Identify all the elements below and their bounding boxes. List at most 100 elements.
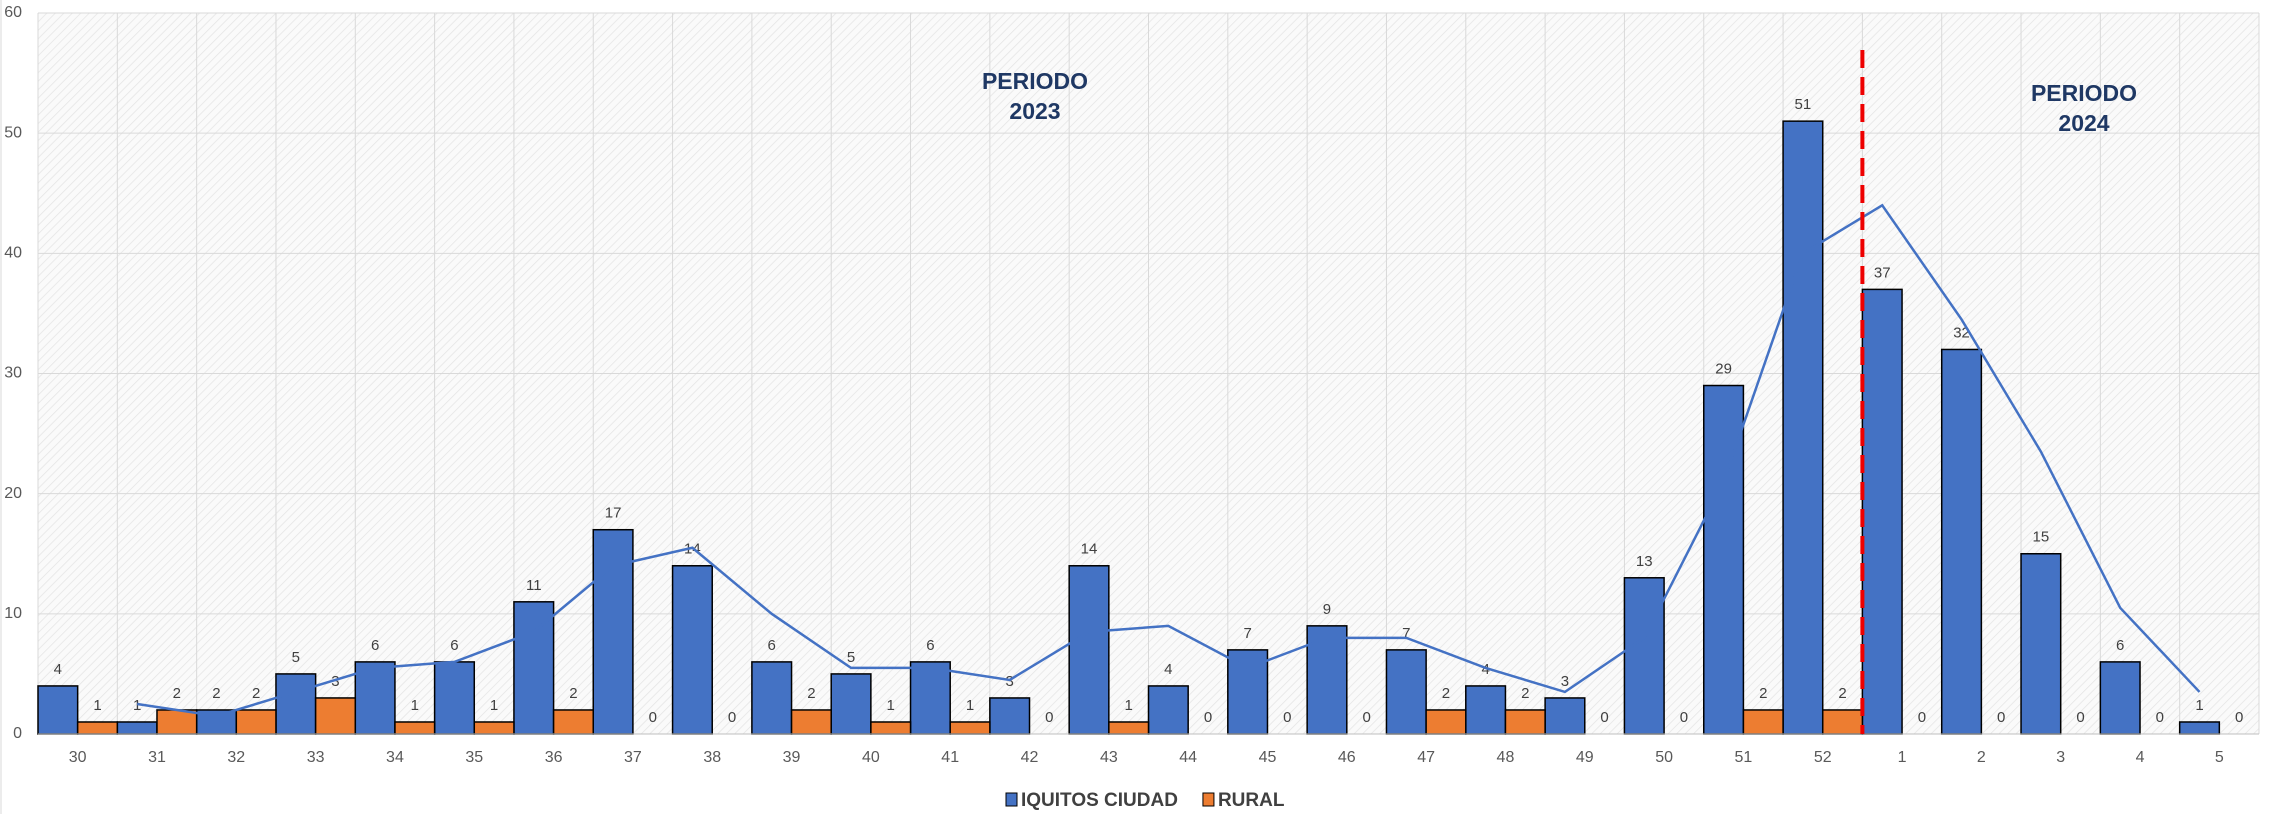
bar (989, 697, 1031, 735)
data-label: 5 (292, 649, 300, 666)
y-tick-label: 40 (4, 245, 22, 262)
data-label: 4 (1164, 661, 1172, 678)
bar (76, 721, 119, 735)
bar (1385, 649, 1427, 735)
data-label: 7 (1402, 625, 1410, 642)
x-tick-label: 46 (1338, 749, 1356, 766)
data-label: 4 (54, 661, 62, 678)
x-tick-label: 50 (1655, 749, 1673, 766)
data-label: 14 (1081, 541, 1098, 558)
bar (751, 661, 793, 735)
data-label: 0 (1045, 709, 1053, 726)
y-tick-label: 0 (13, 725, 22, 742)
data-label: 0 (1600, 709, 1608, 726)
data-label: 0 (1204, 709, 1212, 726)
data-label: 29 (1715, 360, 1732, 377)
bar (1544, 697, 1586, 735)
x-tick-label: 31 (148, 749, 166, 766)
x-tick-label: 33 (307, 749, 325, 766)
x-tick-label: 35 (465, 749, 483, 766)
bar (156, 709, 198, 735)
data-label: 3 (1006, 673, 1014, 690)
bar (790, 709, 832, 735)
data-label: 3 (331, 673, 339, 690)
x-tick-label: 43 (1100, 749, 1118, 766)
x-tick-label: 41 (941, 749, 959, 766)
data-label: 0 (2235, 709, 2243, 726)
bar (2099, 661, 2141, 735)
data-label: 6 (450, 637, 458, 654)
data-label: 1 (411, 697, 419, 714)
legend-swatch (1202, 792, 1215, 807)
legend-label: IQUITOS CIUDAD (1021, 790, 1178, 811)
bar (592, 528, 634, 735)
bar (1504, 709, 1546, 735)
x-tick-label: 52 (1814, 749, 1832, 766)
x-tick-label: 3 (2056, 749, 2065, 766)
bar (1425, 709, 1467, 735)
data-label: 6 (2116, 637, 2124, 654)
data-label: 2 (252, 685, 260, 702)
x-tick-label: 2 (1977, 749, 1986, 766)
bar (2020, 553, 2062, 735)
data-label: 17 (605, 505, 622, 522)
bar (909, 661, 951, 735)
data-label: 13 (1636, 553, 1653, 570)
period-annotation: PERIODO (982, 68, 1088, 94)
data-label: 1 (887, 697, 895, 714)
data-label: 1 (2195, 697, 2203, 714)
bar (1147, 685, 1189, 735)
data-label: 51 (1795, 96, 1812, 113)
y-tick-label: 20 (4, 485, 22, 502)
bar (275, 673, 317, 735)
bar (1703, 384, 1745, 735)
data-label: 0 (728, 709, 736, 726)
bar (433, 661, 476, 735)
data-label: 2 (807, 685, 815, 702)
data-label: 0 (649, 709, 657, 726)
bar (949, 721, 991, 735)
period-annotation: 2023 (1009, 98, 1060, 124)
y-tick-label: 60 (4, 4, 22, 21)
data-label: 0 (1362, 709, 1370, 726)
data-label: 2 (173, 685, 181, 702)
x-tick-label: 4 (2136, 749, 2145, 766)
data-label: 7 (1243, 625, 1251, 642)
data-label: 2 (569, 685, 577, 702)
bar (2178, 721, 2221, 735)
bar (830, 673, 872, 735)
bar (552, 709, 595, 735)
x-tick-label: 1 (1898, 749, 1907, 766)
data-label: 4 (1481, 661, 1489, 678)
x-tick-label: 45 (1259, 749, 1277, 766)
x-tick-label: 30 (69, 749, 87, 766)
data-label: 0 (2156, 709, 2164, 726)
data-label: 0 (1918, 709, 1926, 726)
data-label: 5 (847, 649, 855, 666)
x-tick-label: 34 (386, 749, 404, 766)
bar (1940, 348, 1983, 735)
bar (1861, 288, 1903, 735)
data-label: 1 (966, 697, 974, 714)
data-label: 6 (768, 637, 776, 654)
data-label: 2 (1838, 685, 1846, 702)
data-label: 0 (1997, 709, 2005, 726)
x-tick-label: 48 (1497, 749, 1515, 766)
x-tick-label: 40 (862, 749, 880, 766)
bar (235, 709, 277, 735)
x-tick-label: 49 (1576, 749, 1594, 766)
bar (1782, 120, 1824, 735)
data-label: 2 (1521, 685, 1529, 702)
bar (354, 661, 396, 735)
data-label: 11 (526, 577, 542, 594)
data-label: 15 (2033, 529, 2050, 546)
x-tick-label: 38 (703, 749, 721, 766)
data-label: 3 (1561, 673, 1569, 690)
bar (473, 721, 515, 735)
bar (513, 601, 555, 735)
y-tick-label: 10 (4, 605, 22, 622)
x-tick-label: 47 (1417, 749, 1435, 766)
legend-swatch (1005, 792, 1018, 807)
data-label: 6 (926, 637, 934, 654)
